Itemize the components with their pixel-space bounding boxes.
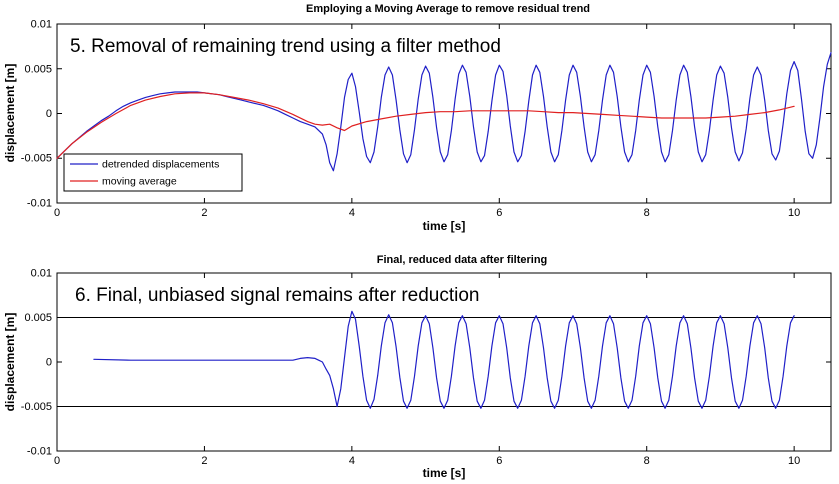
legend-label-detrended: detrended displacements [102, 159, 219, 171]
legend-label-moving-average: moving average [102, 176, 177, 188]
series-group [56, 51, 832, 172]
y-axis-label: displacement [m] [3, 313, 17, 412]
y-tick-labels: 0.01 0.005 0 -0.005 -0.01 [21, 19, 52, 210]
y-axis-label: displacement [m] [3, 64, 17, 163]
series-group [93, 310, 795, 409]
y-tick-label: 0 [46, 108, 52, 120]
y-tick-label: -0.01 [27, 198, 52, 210]
x-tick-labels: 0 2 4 6 8 10 [54, 207, 800, 219]
x-axis-label: time [s] [423, 219, 466, 233]
series-line-1 [56, 92, 795, 159]
y-tick-labels: 0.01 0.005 0 -0.005 -0.01 [21, 268, 52, 458]
chart-bottom: Final, reduced data after filtering 0.01… [3, 254, 832, 480]
x-tick-label: 10 [788, 455, 800, 467]
chart-top: Employing a Moving Average to remove res… [3, 3, 832, 233]
x-tick-label: 8 [644, 455, 650, 467]
annotation-text: 6. Final, unbiased signal remains after … [75, 285, 480, 306]
x-tick-label: 4 [349, 207, 355, 219]
tick-marks [56, 272, 831, 452]
x-axis-label: time [s] [423, 466, 466, 480]
y-tick-label: -0.005 [21, 401, 52, 413]
x-tick-label: 6 [496, 455, 502, 467]
chart-title: Employing a Moving Average to remove res… [306, 3, 590, 15]
legend: detrended displacements moving average [63, 153, 243, 192]
x-tick-label: 0 [54, 207, 60, 219]
x-tick-label: 2 [201, 207, 207, 219]
legend-box [63, 153, 243, 192]
y-tick-label: -0.01 [27, 446, 52, 458]
x-tick-labels: 0 2 4 6 8 10 [54, 455, 800, 467]
y-tick-label: -0.005 [21, 153, 52, 165]
tick-marks [56, 23, 831, 204]
x-tick-label: 6 [496, 207, 502, 219]
x-tick-label: 4 [349, 455, 355, 467]
x-tick-label: 10 [788, 207, 800, 219]
chart-title: Final, reduced data after filtering [377, 254, 548, 266]
series-line-0 [56, 51, 832, 172]
x-tick-label: 0 [54, 455, 60, 467]
reference-lines [57, 317, 831, 407]
x-tick-label: 2 [201, 455, 207, 467]
annotation-text: 5. Removal of remaining trend using a fi… [70, 36, 501, 57]
y-tick-label: 0 [46, 357, 52, 369]
x-tick-label: 8 [644, 207, 650, 219]
y-tick-label: 0.005 [24, 312, 52, 324]
y-tick-label: 0.01 [31, 19, 52, 31]
series-line-0 [93, 310, 795, 409]
y-tick-label: 0.01 [31, 268, 52, 280]
y-tick-label: 0.005 [24, 64, 52, 76]
